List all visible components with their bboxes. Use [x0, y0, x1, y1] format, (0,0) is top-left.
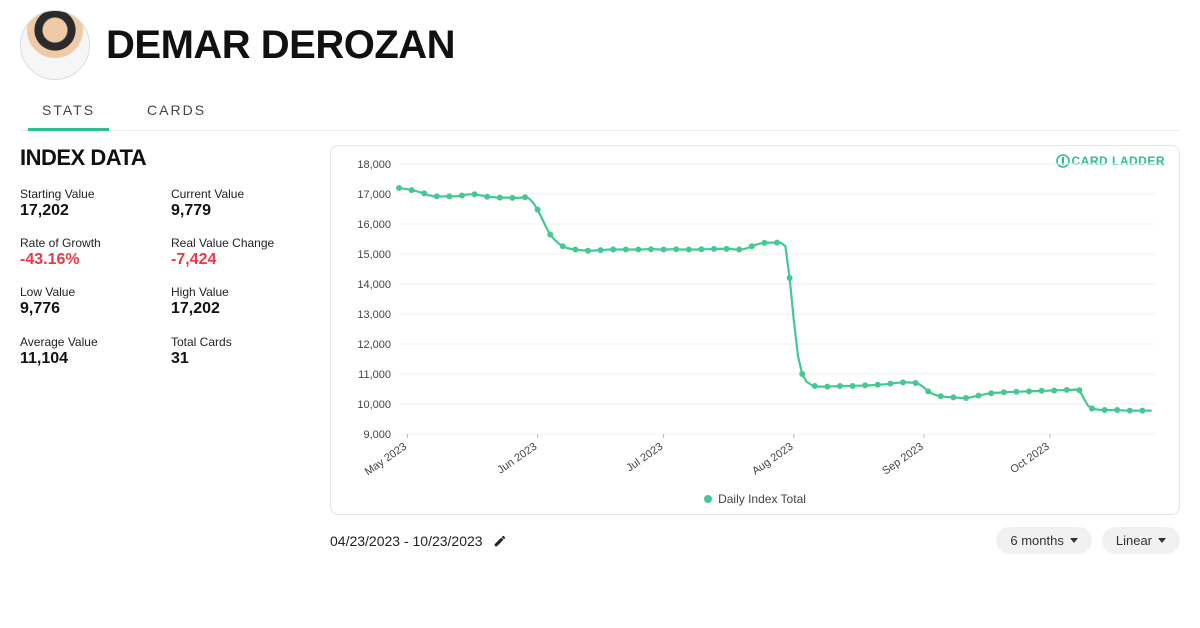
scale-selector-label: Linear	[1116, 533, 1152, 548]
tab-stats[interactable]: STATS	[36, 92, 101, 130]
section-title: INDEX DATA	[20, 145, 310, 171]
stat-label: Average Value	[20, 335, 159, 349]
stat-cell: Low Value9,776	[20, 285, 159, 318]
stat-value: 9,776	[20, 299, 159, 318]
chevron-down-icon	[1158, 538, 1166, 543]
legend-label: Daily Index Total	[718, 492, 806, 506]
stat-cell: Starting Value17,202	[20, 187, 159, 220]
stat-label: High Value	[171, 285, 310, 299]
stat-cell: High Value17,202	[171, 285, 310, 318]
stat-value: 17,202	[20, 201, 159, 220]
svg-text:17,000: 17,000	[357, 189, 391, 201]
page-header: DEMAR DEROZAN	[20, 10, 1180, 80]
svg-text:12,000: 12,000	[357, 339, 391, 351]
stat-label: Starting Value	[20, 187, 159, 201]
stat-value: -43.16%	[20, 250, 159, 269]
player-avatar	[20, 10, 90, 80]
chart-card: CARD LADDER 9,00010,00011,00012,00013,00…	[330, 145, 1180, 515]
stat-label: Total Cards	[171, 335, 310, 349]
stat-label: Rate of Growth	[20, 236, 159, 250]
date-range-text: 04/23/2023 - 10/23/2023	[330, 533, 483, 549]
svg-text:Oct 2023: Oct 2023	[1008, 441, 1051, 476]
stat-cell: Current Value9,779	[171, 187, 310, 220]
svg-text:Jul 2023: Jul 2023	[624, 441, 665, 475]
stat-label: Real Value Change	[171, 236, 310, 250]
scale-selector[interactable]: Linear	[1102, 527, 1180, 554]
stat-label: Low Value	[20, 285, 159, 299]
player-name: DEMAR DEROZAN	[106, 23, 455, 68]
svg-text:13,000: 13,000	[357, 309, 391, 321]
legend-marker-icon	[704, 495, 712, 503]
stat-cell: Total Cards31	[171, 335, 310, 368]
svg-text:9,000: 9,000	[363, 429, 391, 441]
stat-value: -7,424	[171, 250, 310, 269]
pencil-icon[interactable]	[493, 534, 507, 548]
stat-value: 17,202	[171, 299, 310, 318]
svg-text:16,000: 16,000	[357, 219, 391, 231]
svg-text:11,000: 11,000	[358, 369, 391, 381]
date-range[interactable]: 04/23/2023 - 10/23/2023	[330, 533, 507, 549]
svg-text:Sep 2023: Sep 2023	[880, 441, 925, 478]
stats-grid: Starting Value17,202Current Value9,779Ra…	[20, 187, 310, 368]
tab-cards[interactable]: CARDS	[141, 92, 212, 130]
svg-text:15,000: 15,000	[357, 249, 391, 261]
stat-cell: Average Value11,104	[20, 335, 159, 368]
range-selector-label: 6 months	[1010, 533, 1063, 548]
stat-cell: Rate of Growth-43.16%	[20, 236, 159, 269]
stat-cell: Real Value Change-7,424	[171, 236, 310, 269]
svg-text:May 2023: May 2023	[363, 441, 409, 479]
stat-label: Current Value	[171, 187, 310, 201]
svg-text:Jun 2023: Jun 2023	[495, 441, 539, 477]
range-selector[interactable]: 6 months	[996, 527, 1091, 554]
svg-text:Aug 2023: Aug 2023	[750, 441, 795, 478]
svg-text:18,000: 18,000	[357, 159, 391, 171]
chart-plot[interactable]: 9,000 10,000 11,000 12,000 13,000 14,000 15,00…	[345, 156, 1165, 486]
stat-value: 11,104	[20, 349, 159, 368]
stat-value: 31	[171, 349, 310, 368]
stat-value: 9,779	[171, 201, 310, 220]
chart-legend: Daily Index Total	[345, 486, 1165, 506]
svg-text:10,000: 10,000	[357, 399, 391, 411]
chevron-down-icon	[1070, 538, 1078, 543]
chart-controls: 6 months Linear	[996, 527, 1180, 554]
index-data-panel: INDEX DATA Starting Value17,202Current V…	[20, 145, 310, 554]
tab-bar: STATS CARDS	[20, 92, 1180, 131]
svg-text:14,000: 14,000	[357, 279, 391, 291]
